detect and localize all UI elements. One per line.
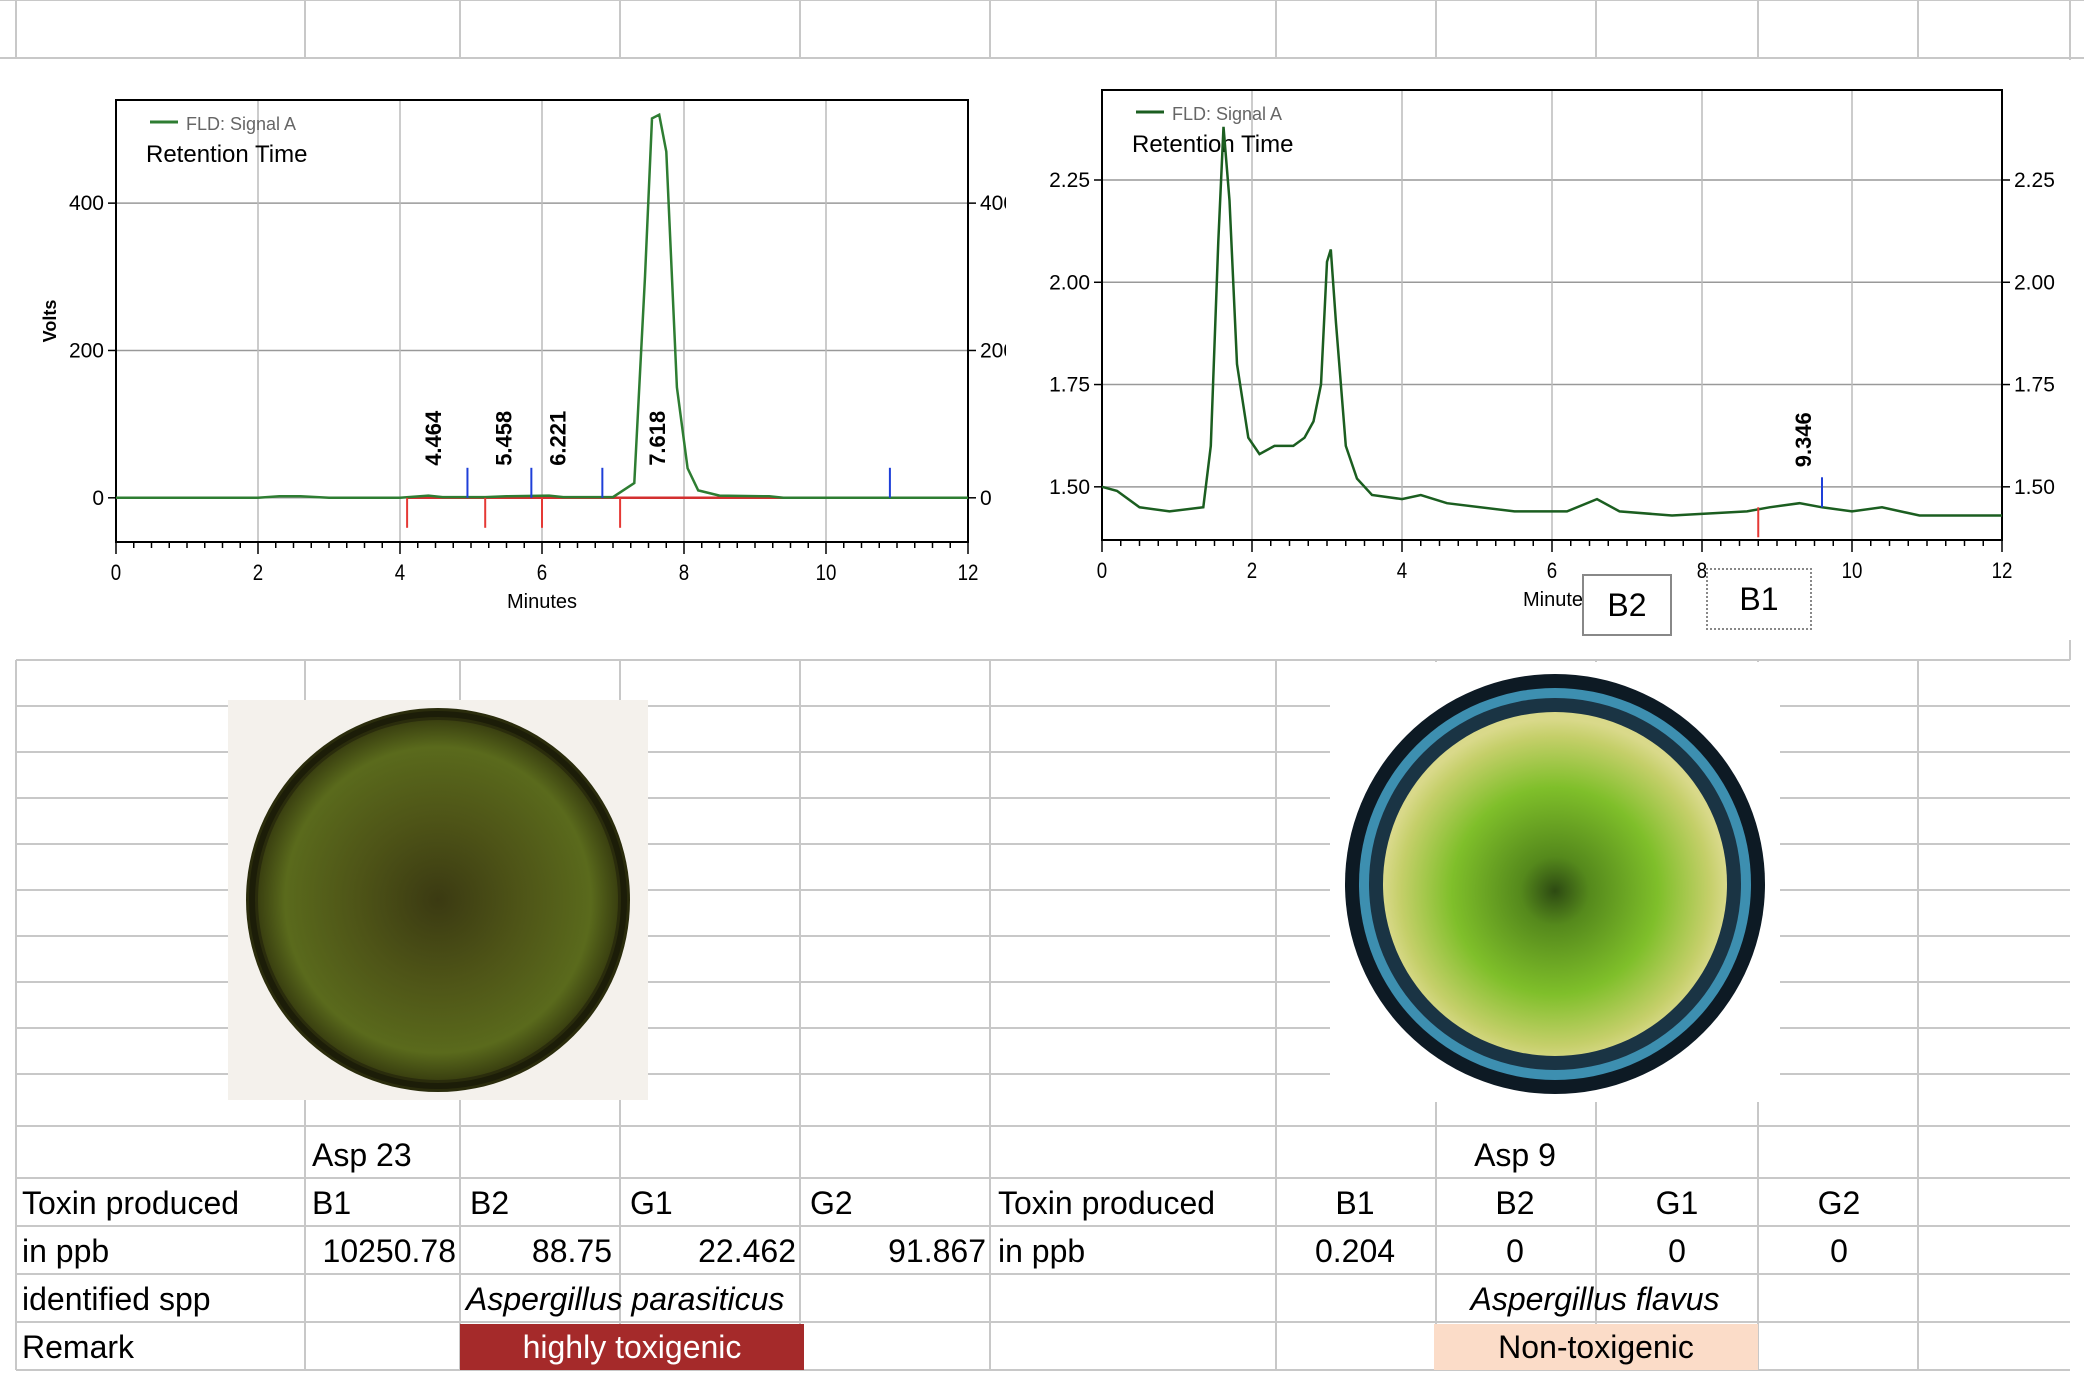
- y-tick-label: 2.00: [1049, 271, 1090, 294]
- y-tick-label: 400: [69, 192, 104, 215]
- asp9-value-g1: 0: [1668, 1233, 1686, 1269]
- peak-label: 4.464: [421, 410, 446, 466]
- asp9-remark: Non-toxigenic: [1434, 1324, 1758, 1370]
- asp9-toxin-g2: G2: [1817, 1185, 1861, 1221]
- asp9-toxin-b1: B1: [1335, 1185, 1375, 1221]
- x-tick-label: 0: [111, 562, 121, 586]
- x-axis-label: Minutes: [1523, 589, 1593, 611]
- y-tick-label: 2.25: [1049, 169, 1090, 192]
- x-tick-label: 4: [395, 562, 405, 586]
- x-tick-label: 6: [537, 562, 547, 586]
- legend-label: FLD: Signal A: [186, 114, 296, 134]
- asp23-species: Aspergillus parasiticus: [466, 1281, 785, 1317]
- legend-box-b1: B1: [1706, 568, 1812, 630]
- asp9-value-b1: 0.204: [1314, 1233, 1396, 1269]
- y-axis-label: Volts: [40, 300, 60, 343]
- y-tick-label: 1.75: [1049, 374, 1090, 397]
- asp23-toxin-produced-label: Toxin produced: [22, 1185, 240, 1221]
- asp23-identified-label: identified spp: [22, 1281, 211, 1317]
- asp23-value-b2: 88.75: [531, 1233, 612, 1269]
- peak-label: 9.346: [1791, 412, 1816, 467]
- asp9-sample-name: Asp 9: [1474, 1137, 1556, 1173]
- asp23-value-g1: 22.462: [698, 1233, 796, 1269]
- asp23-units-label: in ppb: [22, 1233, 110, 1269]
- asp23-remark: highly toxigenic: [460, 1324, 804, 1370]
- peak-label: 6.221: [546, 411, 571, 466]
- y-tick-label-right: 400: [980, 192, 1006, 215]
- x-tick-label: 12: [1992, 560, 2013, 584]
- asp23-value-b1: 10250.78: [322, 1233, 456, 1269]
- asp23-toxin-b2: B2: [470, 1185, 510, 1221]
- x-tick-label: 10: [816, 562, 837, 586]
- legend-label: FLD: Signal A: [1172, 104, 1282, 124]
- x-tick-label: 6: [1547, 560, 1557, 584]
- chromatogram-asp23: 0 2 4 6 8 10 12 0 0 200 200 400 400 Minutes Volts FLD: …: [16, 60, 1006, 650]
- signal-line: [116, 112, 968, 500]
- petri-dish-asp23: [228, 700, 648, 1100]
- y-tick-label-right: 200: [980, 339, 1006, 362]
- y-tick-label: 200: [69, 339, 104, 362]
- retention-time-annotation: Retention Time: [1132, 131, 1293, 158]
- asp9-value-g2: 0: [1830, 1233, 1848, 1269]
- asp9-value-b2: 0: [1506, 1233, 1524, 1269]
- asp9-toxin-g1: G1: [1655, 1185, 1699, 1221]
- asp23-sample-name: Asp 23: [312, 1137, 412, 1173]
- x-tick-label: 0: [1097, 560, 1107, 584]
- legend-box-b2: B2: [1582, 574, 1672, 636]
- signal-line: [1101, 126, 2002, 517]
- petri-dish-asp9: [1330, 662, 1780, 1102]
- x-axis-label: Minutes: [507, 591, 577, 613]
- y-tick-label-right: 2.00: [2014, 271, 2055, 294]
- x-tick-label: 2: [1247, 560, 1257, 584]
- asp9-units-label: in ppb: [998, 1233, 1086, 1269]
- x-tick-label: 8: [679, 562, 689, 586]
- peak-label: 5.458: [492, 411, 517, 466]
- x-tick-label: 12: [958, 562, 979, 586]
- y-tick-label-right: 1.50: [2014, 476, 2055, 499]
- x-tick-label: 10: [1842, 560, 1863, 584]
- y-tick-label: 0: [92, 487, 104, 510]
- peak-label: 7.618: [645, 411, 670, 466]
- asp9-toxin-b2: B2: [1495, 1185, 1535, 1221]
- asp23-toxin-g2: G2: [810, 1185, 853, 1221]
- x-tick-label: 2: [253, 562, 263, 586]
- y-tick-label-right: 1.75: [2014, 374, 2055, 397]
- x-tick-label: 8: [1697, 560, 1707, 584]
- asp23-remark-label: Remark: [22, 1329, 135, 1365]
- asp9-species: Aspergillus flavus: [1470, 1281, 1720, 1317]
- asp23-value-g2: 91.867: [888, 1233, 986, 1269]
- y-tick-label: 1.50: [1049, 476, 1090, 499]
- asp9-toxin-produced-label: Toxin produced: [998, 1185, 1216, 1221]
- y-tick-label-right: 2.25: [2014, 169, 2055, 192]
- asp23-toxin-b1: B1: [312, 1185, 352, 1221]
- retention-time-annotation: Retention Time: [146, 141, 307, 168]
- y-tick-label-right: 0: [980, 487, 992, 510]
- chromatogram-asp9: 0 2 4 6 8 10 12 1.50 1.50 1.75 1.75 2.00 2.00 2.25 2.2…: [1010, 60, 2080, 640]
- asp23-toxin-g1: G1: [630, 1185, 673, 1221]
- x-tick-label: 4: [1397, 560, 1407, 584]
